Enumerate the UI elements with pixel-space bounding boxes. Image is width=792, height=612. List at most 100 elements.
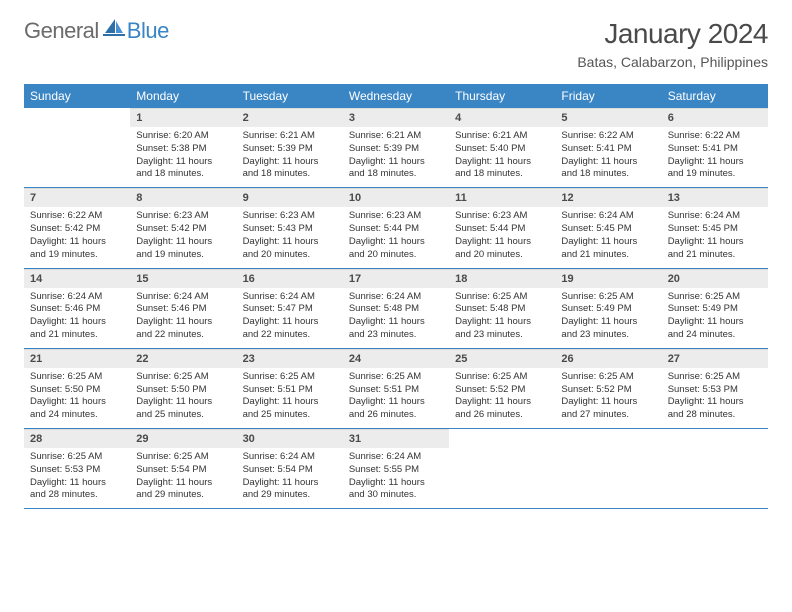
day-data: Sunrise: 6:25 AMSunset: 5:53 PMDaylight:… <box>24 448 130 508</box>
calendar-day-cell: 30Sunrise: 6:24 AMSunset: 5:54 PMDayligh… <box>237 429 343 509</box>
brand-part1: General <box>24 18 99 44</box>
day-number: 10 <box>343 188 449 207</box>
sunrise-line: Sunrise: 6:24 AM <box>30 291 124 304</box>
day-data <box>662 435 768 491</box>
sunset-line: Sunset: 5:54 PM <box>136 464 230 477</box>
calendar-day-cell: 19Sunrise: 6:25 AMSunset: 5:49 PMDayligh… <box>555 268 661 348</box>
day-data: Sunrise: 6:25 AMSunset: 5:50 PMDaylight:… <box>24 368 130 428</box>
daylight-line: Daylight: 11 hours and 25 minutes. <box>136 396 230 422</box>
calendar-week-row: 7Sunrise: 6:22 AMSunset: 5:42 PMDaylight… <box>24 188 768 268</box>
day-data: Sunrise: 6:25 AMSunset: 5:53 PMDaylight:… <box>662 368 768 428</box>
day-data: Sunrise: 6:25 AMSunset: 5:49 PMDaylight:… <box>662 288 768 348</box>
sunrise-line: Sunrise: 6:25 AM <box>455 291 549 304</box>
sunset-line: Sunset: 5:51 PM <box>243 384 337 397</box>
day-data: Sunrise: 6:25 AMSunset: 5:52 PMDaylight:… <box>555 368 661 428</box>
daylight-line: Daylight: 11 hours and 20 minutes. <box>243 236 337 262</box>
calendar-day-cell: 27Sunrise: 6:25 AMSunset: 5:53 PMDayligh… <box>662 348 768 428</box>
calendar-day-cell: 14Sunrise: 6:24 AMSunset: 5:46 PMDayligh… <box>24 268 130 348</box>
daylight-line: Daylight: 11 hours and 18 minutes. <box>243 156 337 182</box>
sunrise-line: Sunrise: 6:25 AM <box>668 291 762 304</box>
day-number: 18 <box>449 269 555 288</box>
day-number: 13 <box>662 188 768 207</box>
sunrise-line: Sunrise: 6:24 AM <box>349 451 443 464</box>
day-data: Sunrise: 6:25 AMSunset: 5:48 PMDaylight:… <box>449 288 555 348</box>
daylight-line: Daylight: 11 hours and 24 minutes. <box>668 316 762 342</box>
month-title: January 2024 <box>577 18 768 50</box>
calendar-day-cell: 11Sunrise: 6:23 AMSunset: 5:44 PMDayligh… <box>449 188 555 268</box>
sunrise-line: Sunrise: 6:20 AM <box>136 130 230 143</box>
daylight-line: Daylight: 11 hours and 22 minutes. <box>243 316 337 342</box>
day-header-row: Sunday Monday Tuesday Wednesday Thursday… <box>24 84 768 108</box>
calendar-day-cell: 4Sunrise: 6:21 AMSunset: 5:40 PMDaylight… <box>449 108 555 188</box>
calendar-day-cell: 2Sunrise: 6:21 AMSunset: 5:39 PMDaylight… <box>237 108 343 188</box>
location-label: Batas, Calabarzon, Philippines <box>577 54 768 70</box>
day-number: 26 <box>555 349 661 368</box>
day-data: Sunrise: 6:23 AMSunset: 5:43 PMDaylight:… <box>237 207 343 267</box>
day-data: Sunrise: 6:25 AMSunset: 5:50 PMDaylight:… <box>130 368 236 428</box>
sunset-line: Sunset: 5:41 PM <box>561 143 655 156</box>
day-number: 22 <box>130 349 236 368</box>
day-number: 6 <box>662 108 768 127</box>
sunset-line: Sunset: 5:52 PM <box>455 384 549 397</box>
sunrise-line: Sunrise: 6:21 AM <box>455 130 549 143</box>
sunrise-line: Sunrise: 6:25 AM <box>561 371 655 384</box>
daylight-line: Daylight: 11 hours and 26 minutes. <box>455 396 549 422</box>
calendar-day-cell: 17Sunrise: 6:24 AMSunset: 5:48 PMDayligh… <box>343 268 449 348</box>
header-thursday: Thursday <box>449 84 555 108</box>
sunrise-line: Sunrise: 6:24 AM <box>561 210 655 223</box>
calendar-day-cell: 18Sunrise: 6:25 AMSunset: 5:48 PMDayligh… <box>449 268 555 348</box>
daylight-line: Daylight: 11 hours and 29 minutes. <box>243 477 337 503</box>
sunset-line: Sunset: 5:46 PM <box>136 303 230 316</box>
day-data: Sunrise: 6:24 AMSunset: 5:46 PMDaylight:… <box>130 288 236 348</box>
day-number: 27 <box>662 349 768 368</box>
sunset-line: Sunset: 5:51 PM <box>349 384 443 397</box>
calendar-day-cell: 31Sunrise: 6:24 AMSunset: 5:55 PMDayligh… <box>343 429 449 509</box>
sunset-line: Sunset: 5:40 PM <box>455 143 549 156</box>
calendar-day-cell: 25Sunrise: 6:25 AMSunset: 5:52 PMDayligh… <box>449 348 555 428</box>
day-data: Sunrise: 6:22 AMSunset: 5:41 PMDaylight:… <box>555 127 661 187</box>
daylight-line: Daylight: 11 hours and 24 minutes. <box>30 396 124 422</box>
daylight-line: Daylight: 11 hours and 29 minutes. <box>136 477 230 503</box>
day-data <box>449 435 555 491</box>
header-wednesday: Wednesday <box>343 84 449 108</box>
day-data: Sunrise: 6:25 AMSunset: 5:54 PMDaylight:… <box>130 448 236 508</box>
sunset-line: Sunset: 5:54 PM <box>243 464 337 477</box>
daylight-line: Daylight: 11 hours and 30 minutes. <box>349 477 443 503</box>
day-number: 14 <box>24 269 130 288</box>
sunset-line: Sunset: 5:52 PM <box>561 384 655 397</box>
day-number: 12 <box>555 188 661 207</box>
day-number: 2 <box>237 108 343 127</box>
day-number: 7 <box>24 188 130 207</box>
day-number: 21 <box>24 349 130 368</box>
sunrise-line: Sunrise: 6:23 AM <box>243 210 337 223</box>
day-data: Sunrise: 6:25 AMSunset: 5:51 PMDaylight:… <box>237 368 343 428</box>
calendar-day-cell: 8Sunrise: 6:23 AMSunset: 5:42 PMDaylight… <box>130 188 236 268</box>
sunset-line: Sunset: 5:53 PM <box>668 384 762 397</box>
sunrise-line: Sunrise: 6:23 AM <box>349 210 443 223</box>
header-monday: Monday <box>130 84 236 108</box>
day-data: Sunrise: 6:23 AMSunset: 5:42 PMDaylight:… <box>130 207 236 267</box>
header-tuesday: Tuesday <box>237 84 343 108</box>
calendar-day-cell <box>555 429 661 509</box>
day-number: 8 <box>130 188 236 207</box>
calendar-day-cell: 21Sunrise: 6:25 AMSunset: 5:50 PMDayligh… <box>24 348 130 428</box>
day-number: 1 <box>130 108 236 127</box>
daylight-line: Daylight: 11 hours and 21 minutes. <box>30 316 124 342</box>
sunset-line: Sunset: 5:41 PM <box>668 143 762 156</box>
day-number: 16 <box>237 269 343 288</box>
calendar-day-cell: 28Sunrise: 6:25 AMSunset: 5:53 PMDayligh… <box>24 429 130 509</box>
day-number: 19 <box>555 269 661 288</box>
daylight-line: Daylight: 11 hours and 23 minutes. <box>349 316 443 342</box>
sunset-line: Sunset: 5:53 PM <box>30 464 124 477</box>
calendar-day-cell: 3Sunrise: 6:21 AMSunset: 5:39 PMDaylight… <box>343 108 449 188</box>
sunset-line: Sunset: 5:49 PM <box>668 303 762 316</box>
daylight-line: Daylight: 11 hours and 20 minutes. <box>349 236 443 262</box>
day-data: Sunrise: 6:24 AMSunset: 5:45 PMDaylight:… <box>662 207 768 267</box>
calendar-week-row: 14Sunrise: 6:24 AMSunset: 5:46 PMDayligh… <box>24 268 768 348</box>
day-number: 23 <box>237 349 343 368</box>
daylight-line: Daylight: 11 hours and 27 minutes. <box>561 396 655 422</box>
day-number: 20 <box>662 269 768 288</box>
sunrise-line: Sunrise: 6:21 AM <box>349 130 443 143</box>
day-number: 11 <box>449 188 555 207</box>
day-data <box>555 435 661 491</box>
